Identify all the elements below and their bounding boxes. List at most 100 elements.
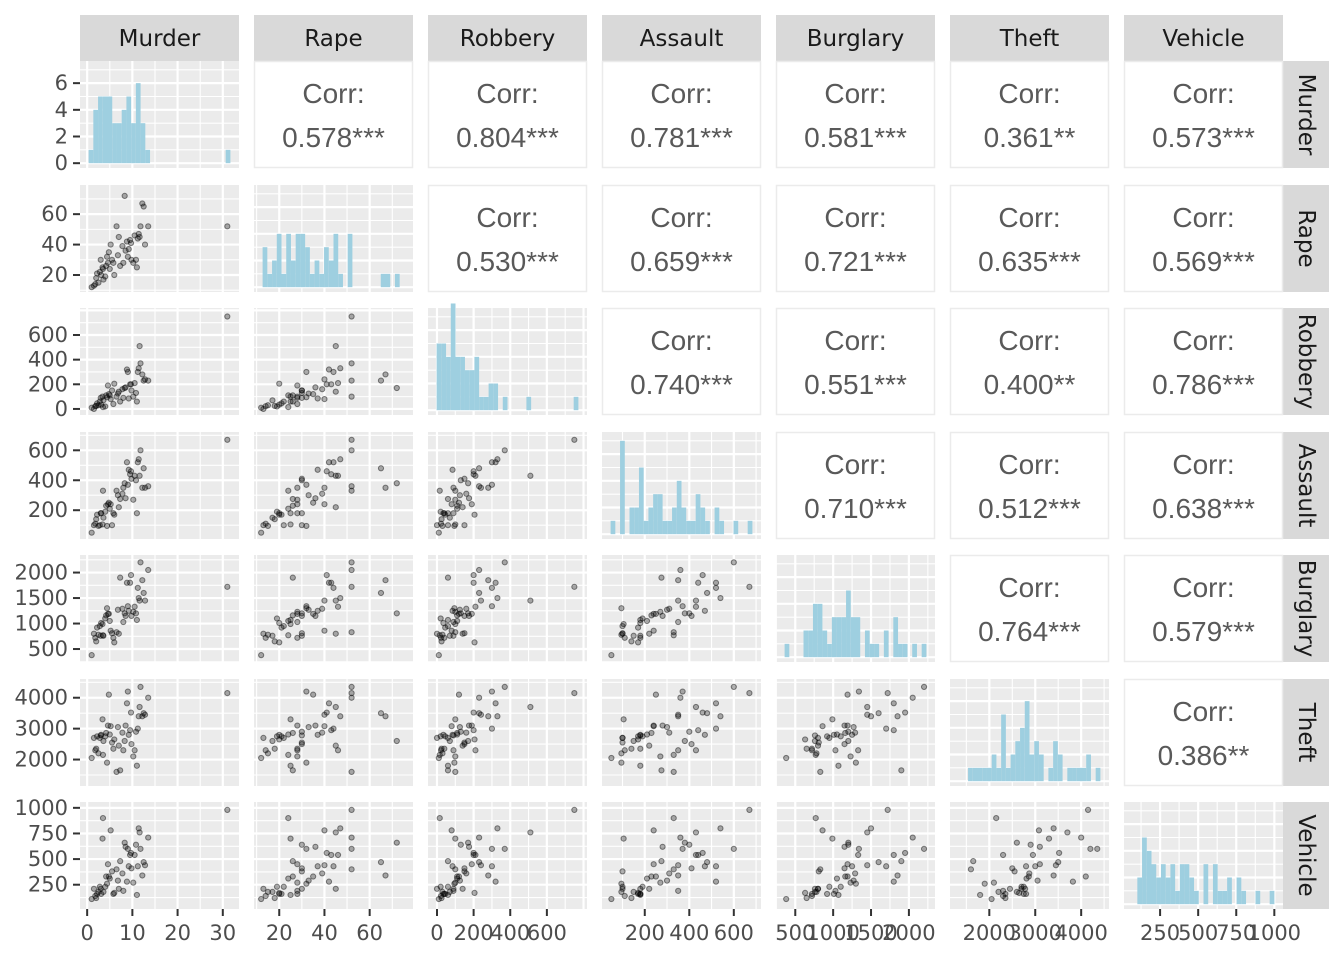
scatter-point: [108, 630, 116, 637]
scatter-point: [437, 615, 444, 622]
scatter-point: [276, 731, 283, 738]
corr-panel-background: [1123, 554, 1284, 663]
panel-theft-burglary: [775, 679, 935, 786]
scatter-point: [1023, 875, 1030, 882]
row-strips: Murder Rape Robbery Assault Burglary Theft Veh…: [1283, 61, 1329, 909]
scatter-point: [102, 733, 109, 740]
scatter-point: [276, 890, 283, 898]
panel-murder-rape: Corr: 0.578***: [253, 60, 414, 169]
histogram-bar: [822, 630, 828, 658]
scatter-point: [670, 632, 677, 639]
panel-burglary-assault: [602, 555, 761, 663]
scatter-point: [122, 384, 129, 391]
y-tick-label: 600: [28, 323, 68, 347]
scatter-point: [1064, 829, 1071, 836]
scatter-point: [90, 630, 98, 637]
scatter-point: [471, 511, 478, 518]
histogram-bar: [309, 273, 315, 288]
corr-panel-background: [775, 184, 936, 293]
scatter-point: [131, 472, 138, 479]
histogram-bar: [1227, 877, 1232, 905]
scatter-point: [332, 630, 339, 637]
histogram-bar: [380, 273, 386, 288]
scatter-point: [454, 612, 461, 619]
scatter-point: [262, 747, 269, 754]
scatter-point: [1026, 870, 1033, 877]
scatter-point: [137, 360, 144, 367]
scatter-point: [117, 398, 124, 405]
scatter-point: [1022, 890, 1030, 898]
scatter-point: [145, 223, 152, 230]
scatter-point: [105, 691, 112, 698]
scatter-point: [485, 713, 492, 720]
corr-value: 0.573***: [1152, 122, 1255, 153]
scatter-point: [264, 888, 272, 895]
histogram-bar: [1236, 877, 1242, 905]
corr-label: Corr:: [998, 449, 1060, 480]
scatter-point: [845, 841, 852, 848]
scatter-point: [688, 865, 695, 872]
scatter-point: [303, 481, 310, 488]
scatter-point: [692, 603, 700, 610]
histogram-bar: [996, 767, 1002, 782]
scatter-point: [832, 887, 839, 894]
scatter-point: [92, 520, 99, 527]
scatter-point: [145, 377, 152, 384]
scatter-point: [262, 520, 269, 527]
scatter-point: [120, 484, 127, 491]
scatter-point: [110, 510, 117, 517]
scatter-point: [835, 891, 842, 899]
scatter-point: [1020, 890, 1027, 898]
scatter-point: [802, 736, 809, 743]
scatter-point: [699, 572, 706, 579]
scatter-point: [115, 885, 122, 892]
scatter-point: [618, 750, 625, 757]
panel-assault-robbery: [428, 432, 587, 539]
scatter-point: [439, 522, 446, 530]
scatter-point: [652, 691, 660, 698]
scatter-point: [1018, 883, 1025, 890]
scatter-point: [803, 894, 810, 902]
scatter-point: [94, 624, 101, 631]
scatter-point: [137, 845, 144, 852]
scatter-point: [465, 843, 473, 850]
scatter-point: [298, 510, 305, 517]
scatter-point: [145, 483, 152, 490]
scatter-point: [264, 631, 272, 638]
scatter-point: [650, 722, 657, 729]
scatter-point: [280, 398, 287, 405]
histogram-bar: [1067, 767, 1073, 782]
y-tick-label: 0: [55, 397, 68, 421]
scatter-point: [325, 878, 333, 885]
scatter-point: [294, 745, 301, 752]
scatter-point: [501, 559, 508, 566]
scatter-point: [133, 510, 140, 517]
histogram-bar: [281, 273, 287, 288]
panel-murder-assault: Corr: 0.781***: [601, 60, 762, 169]
corr-value: 0.569***: [1152, 246, 1255, 277]
scatter-point: [99, 835, 106, 842]
scatter-point: [437, 892, 445, 900]
scatter-point: [393, 384, 400, 392]
scatter-point: [321, 597, 328, 604]
scatter-point: [837, 733, 844, 740]
scatter-point: [95, 750, 102, 757]
scatter-point: [124, 603, 131, 610]
scatter-point: [471, 736, 478, 743]
histogram-bar: [479, 396, 484, 411]
scatter-point: [314, 395, 321, 402]
scatter-point: [111, 271, 118, 279]
scatter-point: [262, 403, 269, 410]
corr-value: 0.786***: [1152, 369, 1255, 400]
scatter-point: [140, 859, 147, 866]
scatter-point: [278, 400, 285, 407]
scatter-point: [98, 401, 105, 408]
corr-label: Corr:: [1172, 449, 1234, 480]
scatter-point: [844, 873, 851, 880]
scatter-point: [224, 583, 231, 590]
scatter-point: [294, 608, 301, 615]
scatter-point: [328, 381, 335, 388]
x-axis-murder: 0 10 20 30: [80, 909, 236, 945]
scatter-point: [444, 574, 452, 581]
scatter-point: [855, 845, 863, 852]
